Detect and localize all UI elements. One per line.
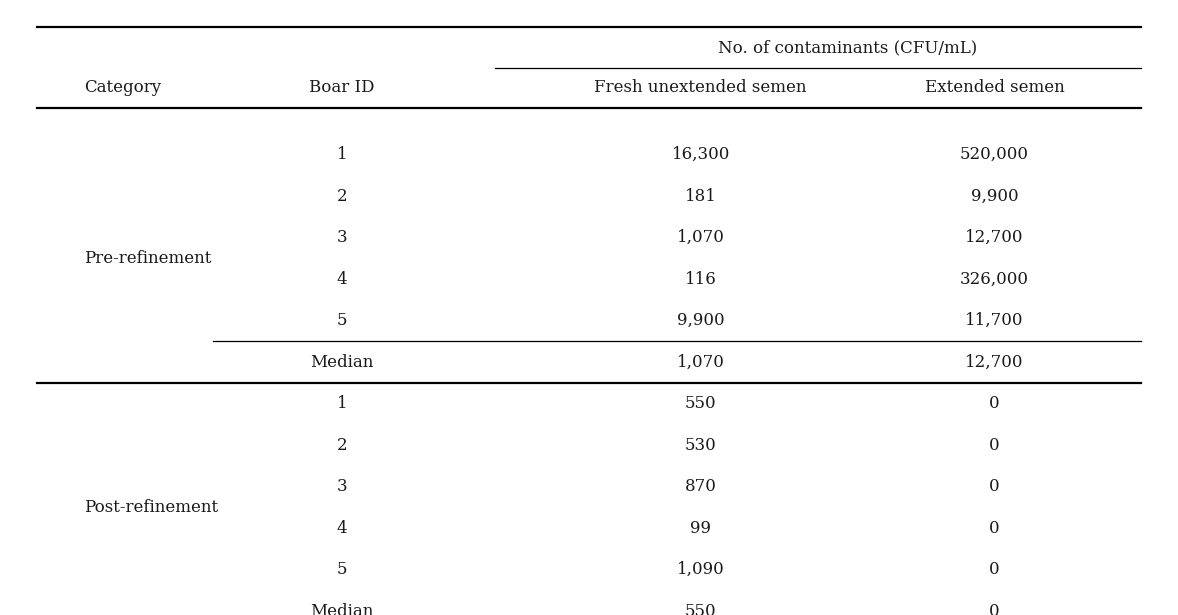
Text: Pre-refinement: Pre-refinement (84, 250, 211, 267)
Text: Fresh unextended semen: Fresh unextended semen (595, 79, 807, 97)
Text: 550: 550 (684, 395, 716, 412)
Text: Category: Category (84, 79, 160, 97)
Text: 0: 0 (990, 520, 1000, 536)
Text: 5: 5 (337, 561, 348, 578)
Text: 3: 3 (337, 229, 348, 246)
Text: 11,700: 11,700 (965, 312, 1024, 329)
Text: 12,700: 12,700 (965, 229, 1024, 246)
Text: 3: 3 (337, 478, 348, 495)
Text: 116: 116 (684, 271, 716, 288)
Text: 1,090: 1,090 (677, 561, 724, 578)
Text: 0: 0 (990, 395, 1000, 412)
Text: 0: 0 (990, 437, 1000, 454)
Text: 520,000: 520,000 (960, 146, 1028, 163)
Text: 2: 2 (337, 437, 348, 454)
Text: 5: 5 (337, 312, 348, 329)
Text: Boar ID: Boar ID (310, 79, 375, 97)
Text: 1: 1 (337, 146, 348, 163)
Text: 1,070: 1,070 (676, 354, 724, 371)
Text: 16,300: 16,300 (671, 146, 730, 163)
Text: 1: 1 (337, 395, 348, 412)
Text: Post-refinement: Post-refinement (84, 499, 218, 516)
Text: 181: 181 (684, 188, 716, 205)
Text: 9,900: 9,900 (677, 312, 724, 329)
Text: 4: 4 (337, 520, 348, 536)
Text: No. of contaminants (CFU/mL): No. of contaminants (CFU/mL) (717, 39, 978, 56)
Text: 870: 870 (684, 478, 716, 495)
Text: 0: 0 (990, 478, 1000, 495)
Text: 550: 550 (684, 603, 716, 615)
Text: 9,900: 9,900 (971, 188, 1018, 205)
Text: 530: 530 (684, 437, 716, 454)
Text: 326,000: 326,000 (960, 271, 1028, 288)
Text: Extended semen: Extended semen (925, 79, 1065, 97)
Text: 12,700: 12,700 (965, 354, 1024, 371)
Text: 0: 0 (990, 603, 1000, 615)
Text: Median: Median (311, 603, 373, 615)
Text: 4: 4 (337, 271, 348, 288)
Text: Median: Median (311, 354, 373, 371)
Text: 99: 99 (690, 520, 712, 536)
Text: 0: 0 (990, 561, 1000, 578)
Text: 1,070: 1,070 (676, 229, 724, 246)
Text: 2: 2 (337, 188, 348, 205)
